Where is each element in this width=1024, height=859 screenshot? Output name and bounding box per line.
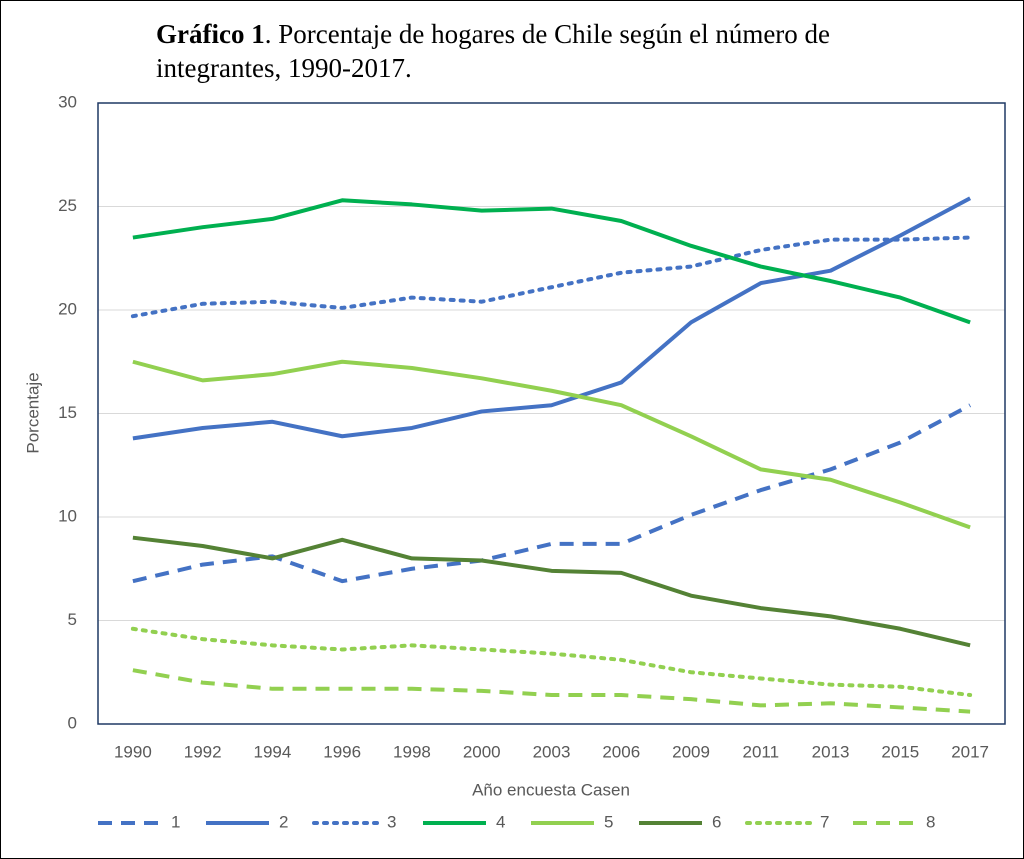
series-line	[132, 198, 971, 325]
x-tick-label: 2000	[463, 742, 501, 761]
y-tick-label: 10	[58, 506, 77, 525]
x-tick-label: 2003	[533, 742, 571, 761]
y-tick-label: 25	[58, 196, 77, 215]
x-tick-label: 2006	[602, 742, 640, 761]
legend-label: 4	[496, 812, 505, 831]
x-tick-label: 2013	[812, 742, 850, 761]
y-tick-label: 30	[58, 92, 77, 111]
legend-label: 8	[926, 812, 935, 831]
series-line	[132, 359, 971, 530]
x-tick-label: 2017	[951, 742, 989, 761]
series-line	[130, 626, 973, 698]
series-line	[132, 668, 971, 714]
x-axis-label: Año encuesta Casen	[472, 780, 630, 799]
x-tick-label: 1994	[254, 742, 292, 761]
legend-label: 2	[279, 812, 288, 831]
x-tick-label: 1998	[393, 742, 431, 761]
legend-label: 5	[604, 812, 613, 831]
x-tick-label: 2011	[743, 742, 780, 761]
y-tick-label: 20	[58, 299, 77, 318]
x-tick-label: 2015	[881, 742, 919, 761]
y-tick-label: 0	[68, 713, 77, 732]
chart-title: . Porcentaje de hogares de Chile según e…	[156, 19, 831, 83]
x-tick-label: 2009	[672, 742, 710, 761]
legend-label: 6	[712, 812, 721, 831]
x-tick-label: 1992	[184, 742, 222, 761]
plot-border	[97, 102, 1006, 725]
y-tick-label: 15	[58, 403, 77, 422]
legend-label: 3	[387, 812, 396, 831]
legend-label: 1	[171, 812, 180, 831]
legend-label: 7	[820, 812, 829, 831]
series-line	[132, 196, 972, 441]
x-tick-label: 1990	[114, 742, 152, 761]
y-tick-label: 5	[68, 610, 77, 629]
x-tick-label: 1996	[323, 742, 361, 761]
chart-title-block: Gráfico 1. Porcentaje de hogares de Chil…	[156, 17, 936, 85]
series-line	[130, 235, 973, 319]
series-line	[132, 535, 971, 648]
y-axis-label: Porcentaje	[23, 372, 42, 453]
chart-title-prefix: Gráfico 1	[156, 19, 265, 49]
